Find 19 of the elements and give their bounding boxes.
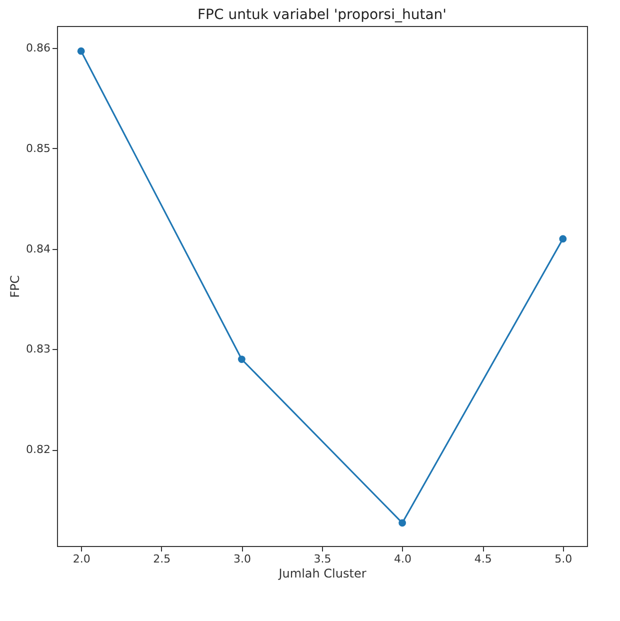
x-tick-label: 3.5 <box>314 552 332 566</box>
y-tick-label: 0.83 <box>26 342 50 356</box>
y-axis-title: FPC <box>8 275 22 298</box>
y-tick-label: 0.84 <box>26 242 50 256</box>
point <box>77 47 85 55</box>
y-tick-label: 0.85 <box>26 142 50 155</box>
point <box>398 519 406 527</box>
x-tick-label: 4.0 <box>394 552 412 566</box>
x-tick-label: 2.0 <box>72 552 90 566</box>
x-axis-title: Jumlah Cluster <box>278 566 366 580</box>
point <box>559 235 567 243</box>
x-tick-label: 4.5 <box>474 552 492 566</box>
y-tick-label: 0.82 <box>26 443 50 456</box>
x-tick-label: 2.5 <box>153 552 171 566</box>
x-tick-label: 3.0 <box>233 552 251 566</box>
point <box>238 356 246 363</box>
chart-title: FPC untuk variabel 'proporsi_hutan' <box>198 7 446 23</box>
y-tick-label: 0.86 <box>26 42 50 55</box>
x-tick-label: 5.0 <box>554 552 572 566</box>
